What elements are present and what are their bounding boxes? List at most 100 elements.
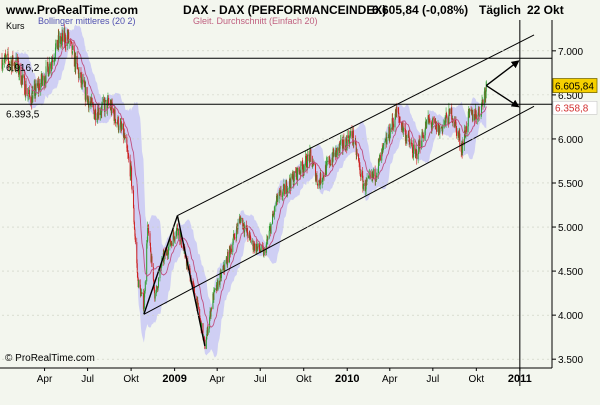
candle-body [359,173,361,177]
candle-body [234,237,236,238]
candle-body [2,63,4,66]
candle-body [141,292,143,294]
x-tick-label: Jul [81,374,94,385]
ma-value-box [552,101,598,115]
candle-body [213,290,215,300]
candle-body [130,164,132,168]
candle-body [30,96,32,103]
candle-body [60,36,62,44]
candle-body [259,249,261,251]
candle-body [47,67,49,77]
candle-body [50,65,52,69]
candle-body [143,308,145,310]
candle-body [333,148,335,156]
candle-body [48,63,50,74]
candle-body [277,198,279,202]
candle-body [160,265,162,267]
candle-body [464,130,466,135]
horizontal-level-label: 6.393,5 [6,109,40,120]
x-tick-label: 2011 [508,373,532,385]
candle-body [309,149,311,163]
candle-body [330,164,332,165]
candle-body [387,136,389,138]
candle-body [142,293,144,310]
candle-body [315,164,317,181]
candle-body [477,112,479,119]
candle-body [431,126,433,128]
candle-body [34,84,36,96]
candle-body [349,135,351,137]
x-tick-label: 2009 [162,373,186,385]
candle-body [281,196,283,197]
y-tick-label: 3.500 [558,355,583,366]
candle-body [66,35,68,47]
candle-body [325,161,327,175]
candle-body [368,174,370,177]
chart-header: www.ProRealTime.com DAX - DAX (PERFORMAN… [5,3,564,364]
candle-body [40,82,42,91]
candle-body [75,55,77,70]
candle-body [307,154,309,169]
candle-body [479,115,481,117]
last-price-label: 6.605,84 [555,82,594,93]
candle-body [159,269,161,279]
candle-body [18,65,20,75]
candle-body [156,286,158,294]
candle-body [68,40,70,42]
instrument-title: DAX - DAX (PERFORMANCEINDEX) [183,3,386,17]
candle-body [174,236,176,240]
candle-body [290,173,292,189]
candle-body [345,138,347,141]
candle-body [399,119,401,122]
candle-body [60,40,62,44]
candle-body [200,319,202,321]
candle-body [22,74,24,79]
candle-body [173,232,175,237]
candle-body [117,117,119,130]
plot-area: 6.916,2 6.393,5 [0,20,552,386]
candle-body [128,156,130,160]
candle-body [11,62,13,71]
x-tick-label: Okt [123,374,139,385]
axes: 3.500 4.000 4.500 5.000 5.500 6.000 6.500 7.000… [0,20,598,385]
wedge-line [176,215,206,347]
candle-body [412,144,414,158]
candle-body [243,223,245,230]
candle-body [136,263,138,273]
candle-body [224,263,226,271]
candle-body [124,137,126,139]
candle-body [253,248,255,250]
candle-body [287,188,289,194]
candle-body [288,187,290,189]
candle-body [300,161,302,174]
candle-body [140,288,142,297]
candle-body [91,102,93,105]
candle-body [71,45,73,54]
candle-body [108,102,110,104]
candle-body [316,182,318,186]
candle-body [480,115,482,116]
candle-body [236,226,238,238]
candle-body [94,114,96,119]
candle-body [467,111,469,127]
candle-body [248,232,250,238]
candle-body [464,130,466,145]
candle-body [55,39,57,48]
date-label: 22 Okt [527,3,564,17]
candle-body [395,107,397,117]
candle-body [77,68,79,70]
candle-body [312,162,314,166]
candle-body [485,81,487,92]
candle-body [439,127,441,133]
candle-body [53,59,55,61]
candle-body [408,133,410,136]
candle-body [96,118,98,120]
candle-body [143,294,145,309]
x-tick-label: Apr [382,374,398,385]
candle-body [246,227,248,235]
candle-body [192,280,194,284]
candle-body [421,132,423,138]
period-label: Täglich [479,3,521,17]
candle-body [169,238,171,245]
candle-body [170,243,172,245]
